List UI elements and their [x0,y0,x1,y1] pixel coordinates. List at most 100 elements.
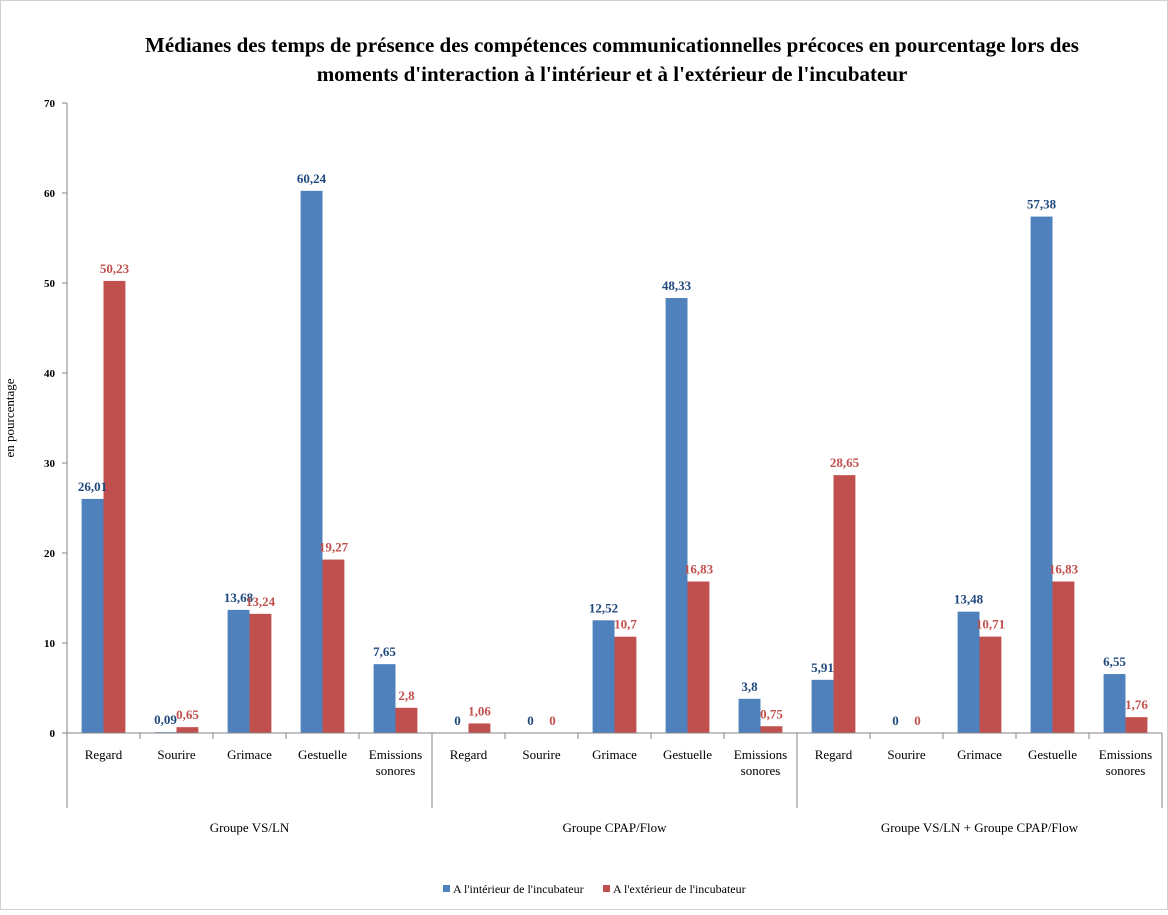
data-label: 0,75 [760,706,783,721]
data-label: 0 [549,713,556,728]
data-label: 16,83 [1049,562,1079,577]
bar-exterieur [979,636,1002,733]
data-label: 10,7 [614,617,637,632]
category-label: Gestuelle [298,747,347,762]
category-label: Sourire [887,747,926,762]
bar-exterieur [614,636,637,733]
bar-interieur [957,611,980,733]
bar-interieur [373,664,396,733]
category-label-line: Emissions [1099,747,1152,762]
bar-exterieur [395,707,418,733]
data-label: 0,65 [176,707,199,722]
bar-interieur [665,298,688,733]
category-label: Emissions sonores [734,747,787,778]
data-label: 0 [527,713,534,728]
bar-interieur [227,609,250,733]
data-label: 60,24 [297,171,327,186]
bars [81,190,1148,734]
data-label: 6,55 [1103,654,1126,669]
bar-interieur [738,698,761,733]
data-label: 10,71 [976,617,1005,632]
data-label: 2,8 [398,688,415,703]
data-label: 0 [892,713,899,728]
data-label: 12,52 [589,600,618,615]
data-label: 19,27 [319,540,349,555]
category-label: Grimace [227,747,272,762]
y-tick-label: 70 [44,98,56,110]
bar-exterieur [249,613,272,733]
data-label: 13,48 [954,592,984,607]
bar-exterieur [322,559,345,733]
data-label: 13,68 [224,590,254,605]
data-label: 48,33 [662,278,692,293]
data-label: 16,83 [684,562,714,577]
category-label-line: Emissions [369,747,422,762]
y-tick-label: 20 [44,548,56,560]
data-label: 57,38 [1027,197,1057,212]
data-label: 0 [454,713,461,728]
group-label: Groupe VS/LN [210,820,290,835]
bar-interieur [81,498,104,733]
legend-swatch [443,885,450,892]
y-tick-label: 60 [44,188,56,200]
bar-exterieur [1052,581,1075,733]
bar-exterieur [103,280,126,733]
bar-exterieur [1125,717,1148,733]
group-label: Groupe CPAP/Flow [563,820,668,835]
data-label: 7,65 [373,644,396,659]
x-axis: Regard Sourire Grimace Gestuelle Emissions so… [66,732,1163,835]
category-label-line: sonores [741,763,781,778]
category-label-line: sonores [1106,763,1146,778]
bar-interieur [1103,674,1126,733]
bar-exterieur [176,727,199,733]
category-label: Regard [85,747,123,762]
category-label: Regard [815,747,853,762]
category-label: Regard [450,747,488,762]
chart-title-line-2: moments d'interaction à l'intérieur et à… [317,62,908,86]
bar-interieur [1030,216,1053,733]
category-label: Gestuelle [1028,747,1077,762]
legend-label: A l'intérieur de l'incubateur [453,882,584,896]
bar-exterieur [760,726,783,733]
category-label: Grimace [957,747,1002,762]
bar-exterieur [833,475,856,733]
y-tick-label: 0 [50,728,56,740]
bar-exterieur [687,581,710,733]
bar-interieur [300,190,323,734]
y-tick-label: 50 [44,278,56,290]
category-label: Sourire [157,747,196,762]
bar-interieur [811,679,834,733]
bar-interieur [592,620,615,733]
legend-label: A l'extérieur de l'incubateur [613,882,746,896]
data-label: 50,23 [100,261,130,276]
category-label: Emissions sonores [369,747,422,778]
y-axis-label: en pourcentage [2,378,17,457]
data-label: 1,06 [468,703,491,718]
data-label: 0,09 [154,712,177,727]
chart-title-line-1: Médianes des temps de présence des compé… [145,33,1079,57]
data-label: 13,24 [246,594,276,609]
data-label: 5,91 [811,660,834,675]
data-label: 0 [914,713,921,728]
legend-swatch [603,885,610,892]
bar-exterieur [468,723,491,733]
data-label: 26,01 [78,479,107,494]
category-label-line: sonores [376,763,416,778]
y-axis: 0 10 20 30 40 50 60 70 [44,98,68,740]
category-label-line: Emissions [734,747,787,762]
category-label: Grimace [592,747,637,762]
data-label: 1,76 [1125,697,1148,712]
y-tick-label: 30 [44,458,56,470]
group-label: Groupe VS/LN + Groupe CPAP/Flow [881,820,1079,835]
legend: A l'intérieur de l'incubateur A l'extérie… [443,882,746,896]
data-label: 3,8 [741,679,758,694]
y-tick-label: 40 [44,368,56,380]
data-label: 28,65 [830,455,860,470]
category-label: Sourire [522,747,561,762]
y-tick-label: 10 [44,638,56,650]
category-label: Emissions sonores [1099,747,1152,778]
